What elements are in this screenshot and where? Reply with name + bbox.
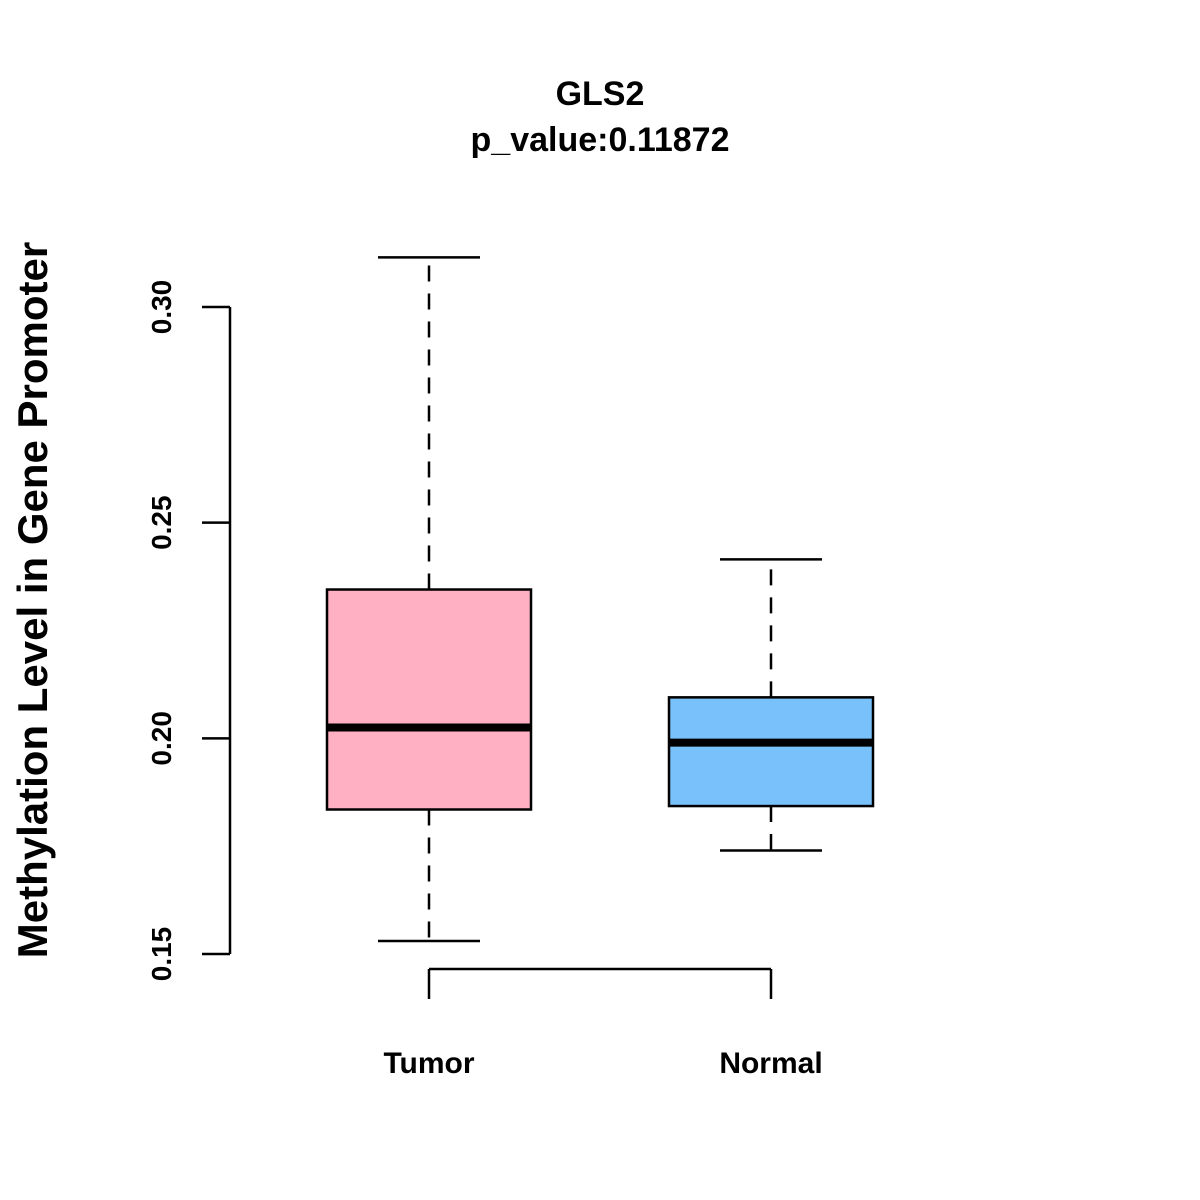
y-tick-label: 0.20 bbox=[146, 711, 177, 766]
boxes-group bbox=[325, 256, 875, 943]
y-axis: 0.15 0.20 0.25 0.30 bbox=[146, 280, 232, 982]
y-tick-label: 0.25 bbox=[146, 495, 177, 550]
box-tumor bbox=[325, 256, 533, 943]
comparison-bracket bbox=[427, 967, 773, 999]
chart-title: GLS2 bbox=[556, 75, 645, 113]
y-tick-label: 0.15 bbox=[146, 927, 177, 982]
x-tick-label-tumor: Tumor bbox=[383, 1047, 474, 1080]
iqr-box bbox=[667, 696, 875, 808]
chart-subtitle: p_value:0.11872 bbox=[471, 121, 730, 159]
iqr-box bbox=[325, 588, 533, 811]
x-axis-labels: Tumor Normal bbox=[383, 1047, 822, 1080]
y-axis-label: Methylation Level in Gene Promoter bbox=[9, 242, 56, 958]
y-tick-label: 0.30 bbox=[146, 280, 177, 335]
x-tick-label-normal: Normal bbox=[719, 1047, 822, 1080]
box-normal bbox=[667, 558, 875, 852]
